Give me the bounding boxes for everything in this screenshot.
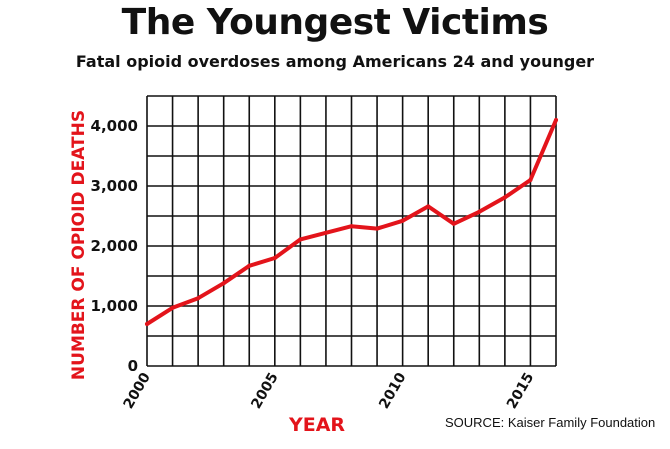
data-point xyxy=(554,118,558,122)
data-point xyxy=(502,195,507,200)
data-point xyxy=(298,237,303,242)
y-axis-label: NUMBER OF OPIOID DEATHS xyxy=(69,110,89,380)
data-point xyxy=(247,263,252,268)
grid xyxy=(146,95,557,367)
x-tick-label: 2005 xyxy=(248,370,281,412)
data-point xyxy=(272,256,277,260)
data-point xyxy=(349,224,354,229)
data-point xyxy=(170,305,175,310)
data-point xyxy=(477,209,482,214)
source-note: SOURCE: Kaiser Family Foundation xyxy=(445,415,656,430)
data-point xyxy=(323,230,328,235)
data-point xyxy=(145,322,149,326)
y-tick-labels: 0 1,000 2,000 3,000 4,000 xyxy=(91,117,138,375)
x-axis-label: YEAR xyxy=(288,414,345,436)
chart-subtitle: Fatal opioid overdoses among Americans 2… xyxy=(75,52,595,71)
y-tick-label: 0 xyxy=(128,357,138,375)
data-point xyxy=(196,296,201,301)
data-point xyxy=(400,218,405,223)
x-tick-labels: 2000 2005 2010 2015 xyxy=(121,370,538,412)
y-tick-label: 1,000 xyxy=(91,297,138,315)
x-tick-label: 2010 xyxy=(376,370,409,412)
data-point xyxy=(528,178,533,182)
x-tick-label: 2015 xyxy=(504,370,537,412)
y-tick-label: 3,000 xyxy=(91,177,138,195)
y-tick-label: 4,000 xyxy=(91,117,138,135)
data-point xyxy=(426,204,431,209)
x-tick-label: 2000 xyxy=(121,370,154,412)
y-tick-label: 2,000 xyxy=(91,237,138,255)
data-point xyxy=(451,221,456,226)
data-point xyxy=(375,226,380,231)
data-points xyxy=(145,118,558,326)
data-point xyxy=(221,281,226,286)
chart-title: The Youngest Victims xyxy=(121,2,549,43)
